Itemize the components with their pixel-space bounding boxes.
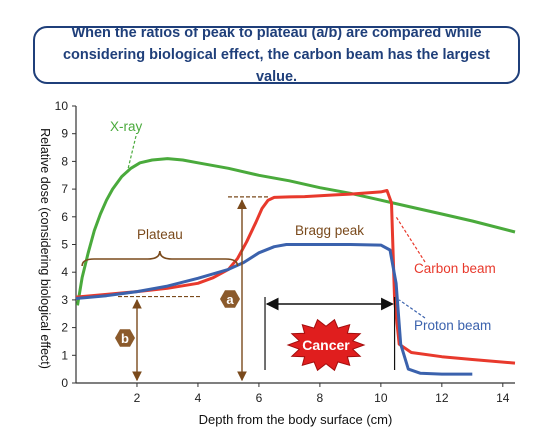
proton-label: Proton beam (414, 318, 491, 333)
x-tick-label: 10 (374, 391, 388, 405)
y-tick-label: 5 (61, 238, 68, 252)
carbon-leader (395, 216, 426, 263)
y-tick-label: 8 (61, 154, 68, 168)
y-tick-label: 2 (61, 321, 68, 335)
b-marker-label: b (121, 331, 129, 346)
series-lines (75, 157, 516, 376)
plateau-brace (81, 250, 239, 267)
y-tick-label: 4 (61, 265, 68, 279)
y-tick-label: 3 (61, 293, 68, 307)
y-axis-title: Relative dose (considering biological ef… (38, 128, 52, 369)
x-tick-label: 2 (134, 391, 141, 405)
b-marker-badge (115, 329, 135, 347)
series-line-x-ray (76, 157, 516, 306)
plateau-label: Plateau (137, 227, 183, 242)
cancer-label: Cancer (302, 337, 350, 353)
cancer-burst-shape (286, 318, 366, 372)
carbon-label: Carbon beam (414, 261, 496, 276)
x-tick-label: 8 (317, 391, 324, 405)
annotations: X-ray Carbon beam Proton beam Plateau Bragg … (81, 119, 496, 382)
y-tick-label: 10 (55, 99, 69, 113)
summary-banner: When the ratios of peak to plateau (a/b)… (33, 25, 520, 85)
a-marker-badge (220, 290, 240, 308)
x-tick-label: 6 (256, 391, 263, 405)
x-tick-label: 4 (195, 391, 202, 405)
summary-text: When the ratios of peak to plateau (a/b)… (62, 25, 491, 85)
xray-label: X-ray (110, 119, 143, 134)
a-marker-label: a (226, 292, 234, 307)
y-tick-label: 1 (61, 348, 68, 362)
y-tick-label: 0 (61, 376, 68, 390)
y-tick-label: 9 (61, 127, 68, 141)
proton-leader (398, 299, 426, 319)
x-axis-title: Depth from the body surface (cm) (199, 412, 393, 427)
bragg-peak-label: Bragg peak (295, 223, 364, 238)
series-line-carbon-beam (75, 189, 516, 365)
x-tick-label: 12 (435, 391, 449, 405)
y-tick-label: 7 (61, 182, 68, 196)
x-tick-label: 14 (496, 391, 510, 405)
xray-leader (127, 135, 137, 170)
y-tick-label: 6 (61, 210, 68, 224)
series-line-proton-beam (75, 243, 473, 376)
